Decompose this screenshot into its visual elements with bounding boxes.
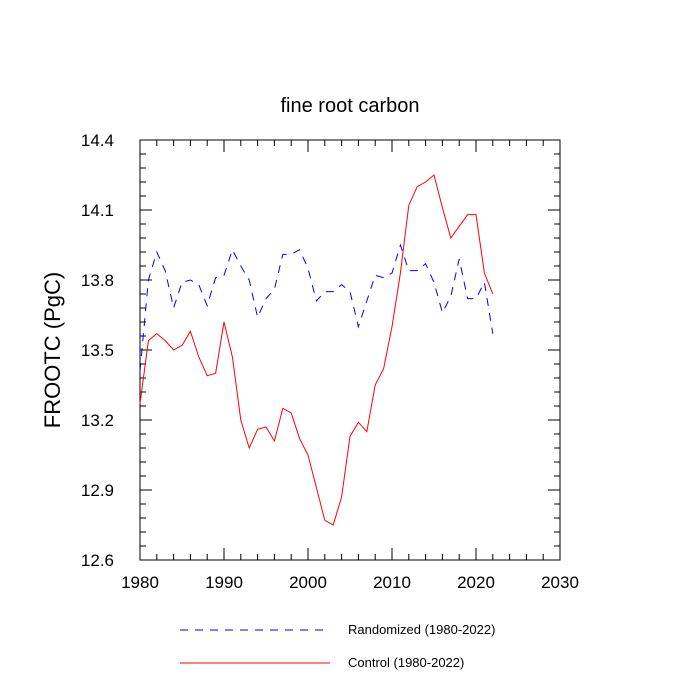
- y-tick-label: 14.4: [81, 131, 114, 150]
- chart-title: fine root carbon: [281, 95, 420, 117]
- x-tick-labels: 1980 1990 2000 2010 2020 2030: [121, 573, 579, 592]
- x-tick-label: 2030: [541, 573, 579, 592]
- y-tick-label: 12.9: [81, 481, 114, 500]
- y-tick-label: 12.6: [81, 551, 114, 570]
- series-layer: [139, 174, 494, 526]
- x-tick-label: 2020: [457, 573, 495, 592]
- legend-label-control: Control (1980-2022): [348, 655, 464, 670]
- series-line-control: [139, 174, 494, 526]
- y-tick-labels: 12.6 12.9 13.2 13.5 13.8 14.1 14.4: [81, 131, 114, 570]
- y-tick-label: 13.8: [81, 271, 114, 290]
- legend-label-randomized: Randomized (1980-2022): [348, 622, 495, 637]
- x-tick-label: 1990: [205, 573, 243, 592]
- y-tick-label: 14.1: [81, 201, 114, 220]
- y-axis-label: FROOTC (PgC): [40, 272, 65, 428]
- y-tick-label: 13.5: [81, 341, 114, 360]
- plot-frame: [139, 139, 561, 561]
- x-tick-label: 2010: [373, 573, 411, 592]
- y-tick-label: 13.2: [81, 411, 114, 430]
- axis-ticks: [139, 139, 561, 561]
- x-tick-label: 1980: [121, 573, 159, 592]
- legend: Randomized (1980-2022) Control (1980-202…: [180, 622, 495, 670]
- x-tick-label: 2000: [289, 573, 327, 592]
- series-line-randomized: [139, 243, 494, 372]
